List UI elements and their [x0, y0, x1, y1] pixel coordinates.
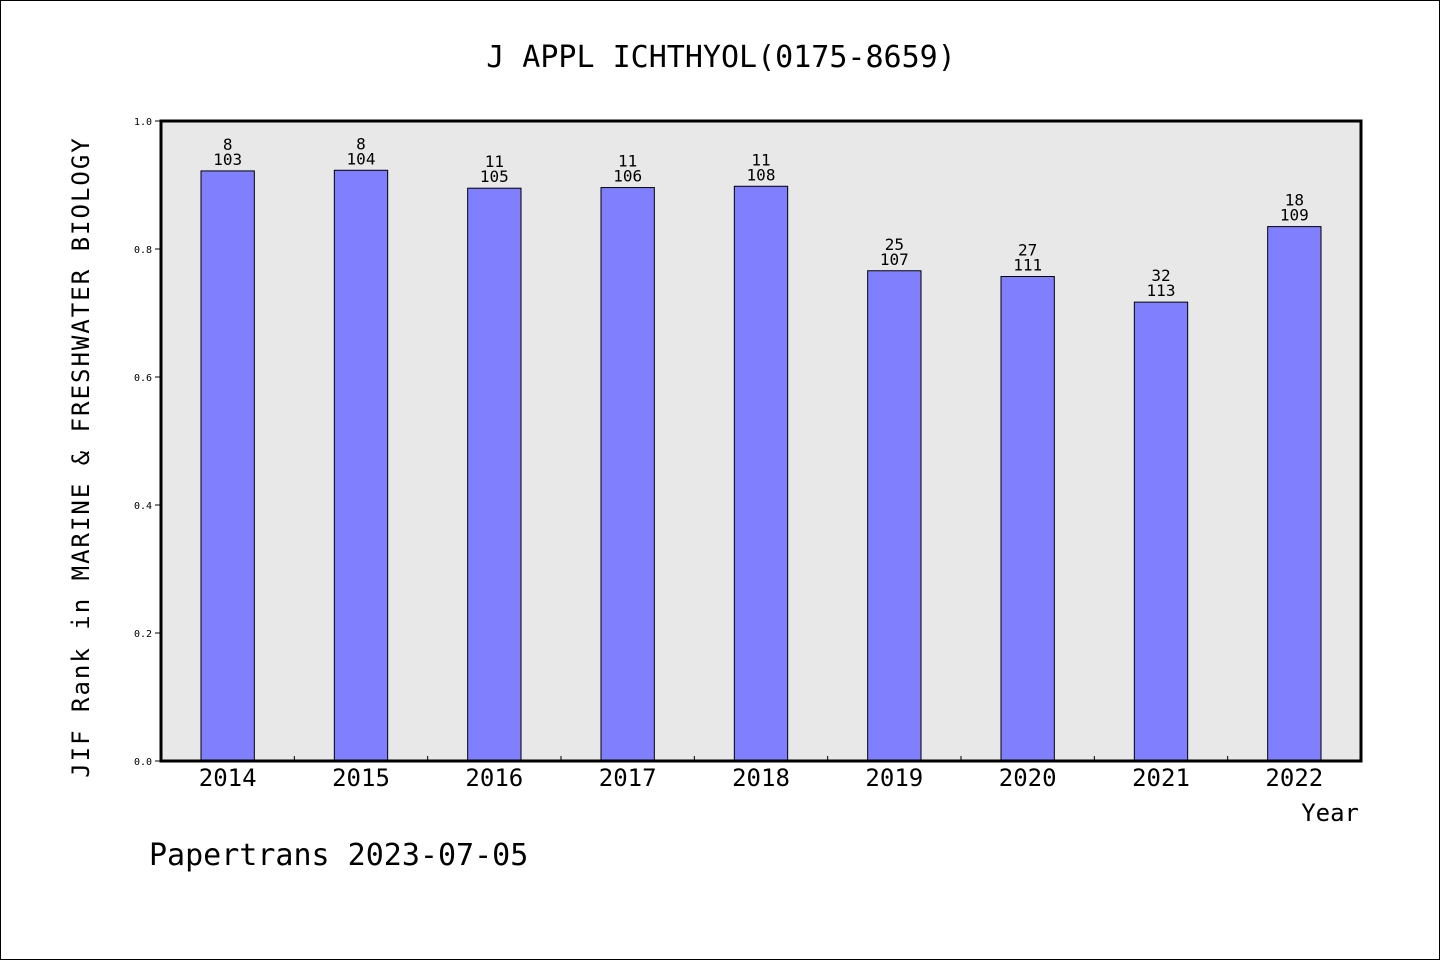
- y-tick-label: 0.2: [134, 629, 152, 640]
- chart-title: J APPL ICHTHYOL(0175-8659): [486, 40, 956, 75]
- bar-2016: [467, 187, 522, 762]
- bar-2017: [600, 187, 655, 762]
- bar-2015: [333, 169, 389, 762]
- x-tick-label-2016: 2016: [465, 764, 523, 792]
- y-tick-label: 0.0: [134, 757, 152, 768]
- bar-2021: [1133, 301, 1189, 762]
- bar-2014: [200, 170, 255, 762]
- x-axis-label: Year: [1301, 799, 1359, 827]
- total-label-2021: 113: [1147, 281, 1176, 300]
- rank-label-2020: 27: [1018, 241, 1037, 260]
- rank-label-2018: 11: [751, 150, 770, 169]
- y-axis-label: JIF Rank in MARINE & FRESHWATER BIOLOGY: [67, 136, 95, 778]
- x-tick-label-2015: 2015: [332, 764, 390, 792]
- total-label-2017: 106: [613, 167, 642, 186]
- footer-text: Papertrans 2023-07-05: [149, 838, 528, 873]
- total-label-2018: 108: [747, 165, 776, 184]
- rank-label-2015: 8: [356, 134, 366, 153]
- rank-label-2022: 18: [1285, 191, 1304, 210]
- bar-2019: [867, 270, 922, 762]
- bar-2020: [1000, 276, 1055, 762]
- total-label-2019: 107: [880, 250, 909, 269]
- bar-2022: [1267, 226, 1322, 762]
- rank-label-2014: 8: [223, 135, 233, 154]
- rank-label-2019: 25: [885, 235, 904, 254]
- total-label-2015: 104: [347, 149, 376, 168]
- y-tick-label: 0.8: [134, 245, 152, 256]
- rank-label-2016: 11: [485, 152, 504, 171]
- x-tick-label-2017: 2017: [599, 764, 657, 792]
- y-tick-label: 0.6: [134, 373, 152, 384]
- x-tick-label-2020: 2020: [999, 764, 1057, 792]
- total-label-2014: 103: [213, 150, 242, 169]
- y-tick-label: 0.4: [134, 501, 152, 512]
- y-tick-label: 1.0: [134, 117, 152, 128]
- rank-label-2017: 11: [618, 152, 637, 171]
- plot-border: [159, 119, 1363, 763]
- total-label-2022: 109: [1280, 206, 1309, 225]
- x-tick-label-2022: 2022: [1265, 764, 1323, 792]
- x-tick-label-2019: 2019: [865, 764, 923, 792]
- bar-2018: [733, 185, 789, 762]
- total-label-2016: 105: [480, 167, 509, 186]
- rank-label-2021: 32: [1151, 266, 1170, 285]
- x-tick-label-2021: 2021: [1132, 764, 1190, 792]
- x-tick-label-2018: 2018: [732, 764, 790, 792]
- total-label-2020: 111: [1013, 256, 1042, 275]
- x-tick-label-2014: 2014: [199, 764, 257, 792]
